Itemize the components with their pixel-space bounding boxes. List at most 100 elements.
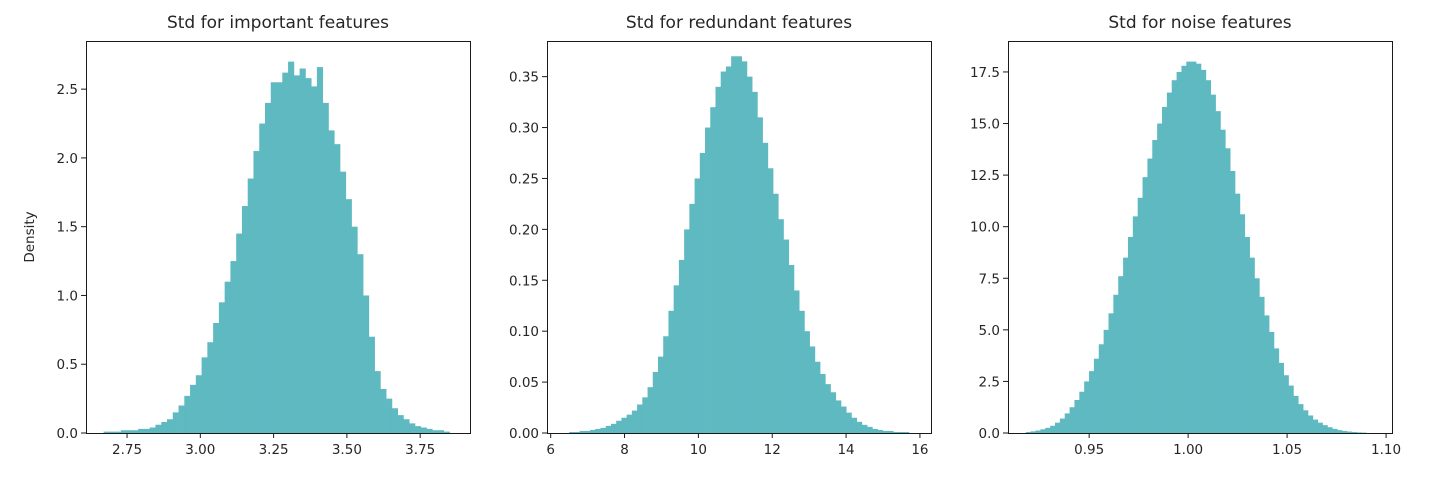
histogram-bar: [155, 424, 162, 433]
histogram-bar: [652, 371, 659, 433]
chart-title: Std for important features: [167, 13, 389, 33]
histogram-bar: [368, 336, 375, 433]
histogram-bar: [835, 400, 842, 433]
histogram-bar: [1215, 111, 1221, 433]
histogram-bar: [762, 142, 769, 433]
histogram-bar: [253, 151, 260, 433]
histogram-bar: [409, 423, 416, 433]
histogram-bar: [1293, 395, 1299, 433]
histogram-bar: [752, 91, 758, 433]
histogram-bar: [778, 219, 784, 433]
x-tick-label: 1.00: [1173, 442, 1203, 458]
histogram-bar: [426, 428, 433, 433]
axis-ticks: 0.95 1.00 1.05 1.10 0.0 2.5 5.0 7.5 10.0 12.5 15.0…: [970, 65, 1401, 458]
plot-frame: [547, 41, 932, 434]
y-tick-label: 0.0: [979, 426, 1000, 442]
histogram-bar: [663, 336, 669, 433]
x-tick-label: 2.75: [112, 442, 142, 458]
subplot-redundant-features: Std for redundant features 6 8 10 12 14 16 0.0…: [509, 13, 932, 458]
histogram-bar: [1312, 419, 1319, 433]
histogram-bar: [741, 61, 748, 433]
y-tick-label: 15.0: [970, 117, 1000, 133]
histogram-bar: [1239, 214, 1246, 433]
histogram-bar: [767, 168, 774, 434]
histogram-bar: [1332, 428, 1338, 433]
histogram-bar: [1337, 430, 1343, 433]
histogram-bar: [138, 428, 145, 433]
histogram-bar: [351, 226, 358, 433]
histogram-bar: [265, 102, 272, 433]
histogram-bar: [1273, 348, 1280, 433]
histogram-bar: [1322, 425, 1328, 433]
histogram-bar: [684, 229, 690, 433]
subplot-noise-features: Std for noise features 0.95 1.00 1.05 1.100…: [970, 13, 1401, 458]
histogram-bar: [201, 357, 208, 433]
histogram-bar: [626, 414, 633, 433]
x-tick-label: 1.10: [1371, 442, 1401, 458]
histogram-bar: [1103, 329, 1109, 433]
histogram-bar: [241, 206, 249, 433]
histogram-bar: [631, 410, 638, 433]
histogram-bar: [694, 178, 701, 433]
histogram-bar: [1307, 415, 1314, 433]
histogram-bar: [731, 56, 737, 433]
y-tick-label: 2.5: [979, 374, 1000, 390]
histogram-bar: [877, 429, 884, 433]
histogram-bar: [705, 127, 711, 433]
histogram-bar: [1220, 129, 1226, 433]
y-tick-label: 0.15: [509, 273, 539, 289]
histogram-bar: [1161, 107, 1168, 433]
histogram-bar: [856, 421, 863, 433]
histogram-bar: [893, 431, 899, 433]
histogram-bar: [1040, 429, 1046, 433]
histogram-bar: [1254, 278, 1260, 433]
histogram-bar: [1176, 71, 1182, 434]
histogram-bar: [311, 86, 318, 434]
histogram-bar: [437, 430, 445, 433]
histogram-bar: [1225, 148, 1231, 433]
histogram-bar: [397, 415, 404, 433]
histogram-bar: [1157, 123, 1163, 434]
histogram-bar: [167, 419, 174, 433]
histogram-bar: [207, 342, 214, 433]
histogram-bar: [668, 310, 675, 433]
histogram-bar: [1025, 431, 1032, 433]
histogram-bar: [103, 431, 110, 433]
histogram-bar: [872, 428, 878, 433]
histogram-bar: [195, 375, 202, 433]
y-tick-label: 12.5: [970, 168, 1000, 184]
histogram-bar: [432, 430, 439, 433]
histogram-bar: [190, 384, 197, 433]
y-tick-label: 0.25: [509, 171, 539, 187]
x-tick-label: 8: [620, 442, 629, 458]
y-tick-label: 0.20: [509, 222, 539, 238]
histogram-bar: [725, 66, 732, 434]
histogram-bar: [605, 425, 612, 433]
y-tick-label: 2.5: [57, 82, 78, 98]
x-tick-label: 3.00: [185, 442, 215, 458]
y-tick-label: 0.10: [509, 324, 539, 340]
histogram-bar: [1054, 422, 1061, 433]
histogram-bar: [673, 285, 680, 433]
histogram-bar: [236, 233, 243, 433]
histogram-bar: [579, 430, 586, 433]
histogram-bar: [443, 431, 450, 433]
histogram-bar: [403, 419, 410, 433]
histogram-bar: [224, 281, 231, 433]
histogram-bar: [1234, 193, 1241, 433]
histogram-bar: [184, 395, 191, 433]
histogram-bar: [380, 388, 387, 433]
histogram-bar: [1210, 94, 1216, 434]
histogram-bar: [414, 426, 422, 433]
histogram-bar: [178, 405, 185, 433]
histogram-bar: [276, 82, 283, 434]
histogram-bar: [1084, 381, 1090, 433]
histogram-bar: [1298, 404, 1304, 433]
histogram-bars: [569, 56, 910, 434]
histogram-bar: [109, 431, 116, 433]
histogram-bar: [1283, 375, 1289, 433]
histogram-bar: [647, 387, 654, 433]
histogram-bar: [259, 123, 266, 434]
histogram-bar: [851, 417, 857, 433]
histogram-bar: [1030, 431, 1036, 433]
